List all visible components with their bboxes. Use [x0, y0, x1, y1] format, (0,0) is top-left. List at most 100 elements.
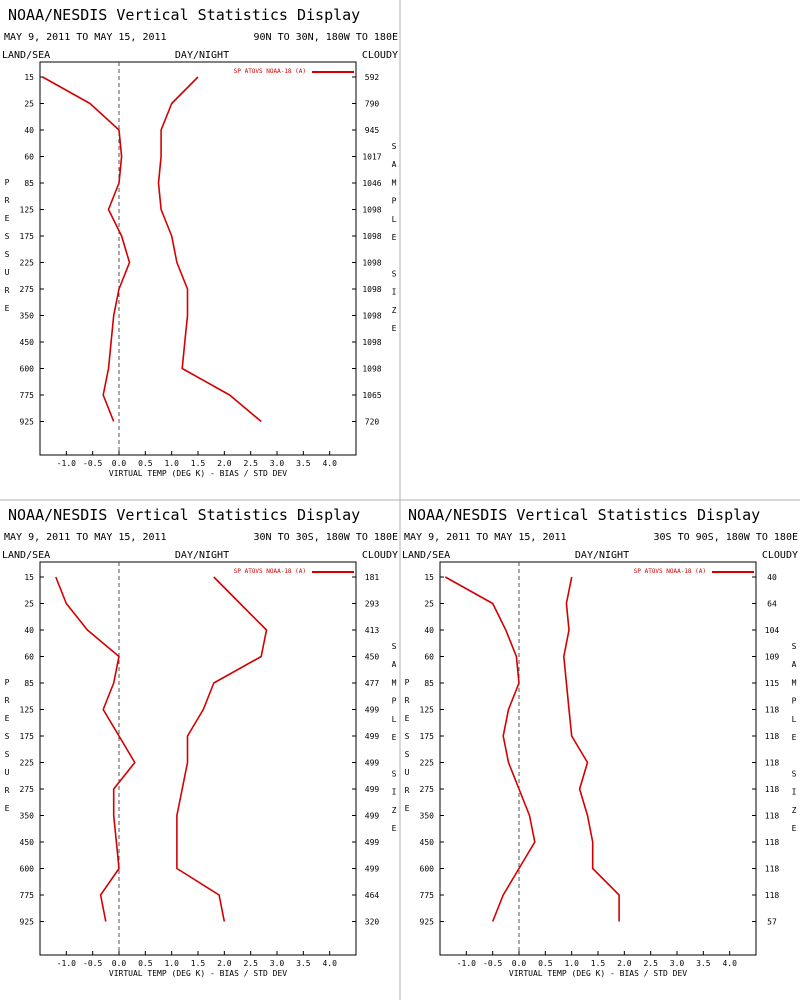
sample-size-label: 1098	[362, 285, 381, 294]
sample-size-label: 477	[365, 679, 380, 688]
y2-axis-label-letter: S	[392, 642, 397, 651]
sample-size-label: 118	[765, 785, 780, 794]
y2-axis-label-letter: S	[792, 769, 797, 778]
y-axis-label-letter: S	[5, 750, 10, 759]
pressure-tick-label: 600	[420, 865, 435, 874]
plot-frame	[439, 561, 757, 956]
pressure-tick-label: 175	[20, 232, 35, 241]
y-axis-label-letter: E	[5, 714, 10, 723]
x-tick-label: 3.0	[670, 959, 685, 968]
y2-axis-label-letter: S	[792, 642, 797, 651]
y2-axis-label-letter: S	[392, 269, 397, 278]
y2-axis-label-letter: E	[392, 233, 397, 242]
sample-size-label: 1098	[362, 365, 381, 374]
x-tick-label: 3.5	[696, 959, 711, 968]
cloudy-label: CLOUDY	[362, 50, 398, 61]
x-axis-label: VIRTUAL TEMP (DEG K) - BIAS / STD DEV	[509, 969, 687, 978]
pressure-tick-label: 450	[20, 338, 35, 347]
pressure-tick-label: 25	[424, 600, 434, 609]
sample-size-label: 293	[365, 600, 380, 609]
y-axis-label-letter: S	[405, 750, 410, 759]
day-night-label: DAY/NIGHT	[575, 550, 629, 561]
day-night-label: DAY/NIGHT	[175, 50, 229, 61]
x-tick-label: -1.0	[57, 959, 76, 968]
x-tick-label: 0.5	[138, 459, 153, 468]
sample-size-label: 115	[765, 679, 780, 688]
std-dev-series-line	[176, 576, 268, 922]
x-tick-label: 0.0	[112, 959, 127, 968]
x-tick-label: 1.5	[591, 959, 606, 968]
sample-size-label: 104	[765, 626, 780, 635]
y-axis-label-letter: R	[5, 196, 10, 205]
y-axis-label-letter: U	[5, 268, 10, 277]
pressure-tick-label: 15	[24, 73, 34, 82]
sample-size-label: 464	[365, 891, 380, 900]
sample-size-label: 118	[765, 759, 780, 768]
sample-size-label: 118	[765, 865, 780, 874]
x-tick-label: 3.0	[270, 459, 285, 468]
x-tick-label: 0.0	[512, 959, 527, 968]
sample-size-label: 118	[765, 838, 780, 847]
pressure-tick-label: 85	[24, 679, 34, 688]
pressure-tick-label: 15	[424, 573, 434, 582]
region-label: 30S TO 90S, 180W TO 180E	[654, 532, 799, 543]
pressure-tick-label: 225	[20, 259, 35, 268]
y-axis-label-letter: U	[5, 768, 10, 777]
y2-axis-label-letter: I	[392, 788, 397, 797]
x-tick-label: 1.0	[564, 959, 579, 968]
chart-panel-2: NOAA/NESDIS Vertical Statistics Display M…	[2, 506, 398, 978]
y2-axis-label-letter: Z	[792, 806, 797, 815]
sample-size-label: 592	[365, 73, 380, 82]
x-tick-label: 1.0	[164, 459, 179, 468]
land-sea-label: LAND/SEA	[402, 550, 450, 561]
cloudy-label: CLOUDY	[362, 550, 398, 561]
pressure-tick-label: 275	[20, 785, 35, 794]
sample-size-label: 499	[365, 812, 380, 821]
y2-axis-label-letter: E	[792, 824, 797, 833]
y2-axis-label-letter: Z	[392, 306, 397, 315]
pressure-tick-label: 450	[420, 838, 435, 847]
bias-series-line	[55, 576, 136, 922]
sample-size-label: 499	[365, 759, 380, 768]
y2-axis-label-letter: S	[392, 769, 397, 778]
std-dev-series-line	[157, 76, 262, 423]
pressure-tick-label: 775	[20, 391, 35, 400]
pressure-tick-label: 125	[20, 706, 35, 715]
chart-title: NOAA/NESDIS Vertical Statistics Display	[408, 506, 760, 524]
pressure-tick-label: 275	[420, 785, 435, 794]
date-range: MAY 9, 2011 TO MAY 15, 2011	[4, 32, 167, 43]
sample-size-label: 499	[365, 732, 380, 741]
region-label: 30N TO 30S, 180W TO 180E	[254, 532, 399, 543]
x-axis-label: VIRTUAL TEMP (DEG K) - BIAS / STD DEV	[109, 969, 287, 978]
pressure-tick-label: 40	[24, 126, 34, 135]
y-axis-label-letter: S	[5, 732, 10, 741]
date-range: MAY 9, 2011 TO MAY 15, 2011	[4, 532, 167, 543]
y2-axis-label-letter: I	[792, 788, 797, 797]
pressure-tick-label: 25	[24, 600, 34, 609]
pressure-tick-label: 775	[420, 891, 435, 900]
sample-size-label: 1098	[362, 312, 381, 321]
sample-size-label: 118	[765, 706, 780, 715]
x-tick-label: 3.5	[296, 959, 311, 968]
y2-axis-label-letter	[392, 251, 397, 260]
x-tick-label: 1.0	[164, 959, 179, 968]
sample-size-label: 1098	[362, 232, 381, 241]
pressure-tick-label: 225	[420, 759, 435, 768]
x-tick-label: 4.0	[722, 959, 737, 968]
sample-size-label: 720	[365, 418, 380, 427]
pressure-tick-label: 40	[24, 626, 34, 635]
y-axis-label-letter: S	[5, 232, 10, 241]
y2-axis-label-letter: L	[392, 715, 397, 724]
sample-size-label: 118	[765, 891, 780, 900]
legend-label: SP ATOVS NOAA-18 (A)	[234, 568, 306, 575]
y2-axis-label-letter	[792, 751, 797, 760]
y2-axis-label-letter: A	[392, 160, 397, 169]
y-axis-label-letter: U	[405, 768, 410, 777]
legend-label: SP ATOVS NOAA-18 (A)	[634, 568, 706, 575]
y2-axis-label-letter: P	[392, 697, 397, 706]
std-dev-series-line	[563, 576, 620, 922]
y-axis-label-letter: E	[405, 804, 410, 813]
pressure-tick-label: 85	[424, 679, 434, 688]
